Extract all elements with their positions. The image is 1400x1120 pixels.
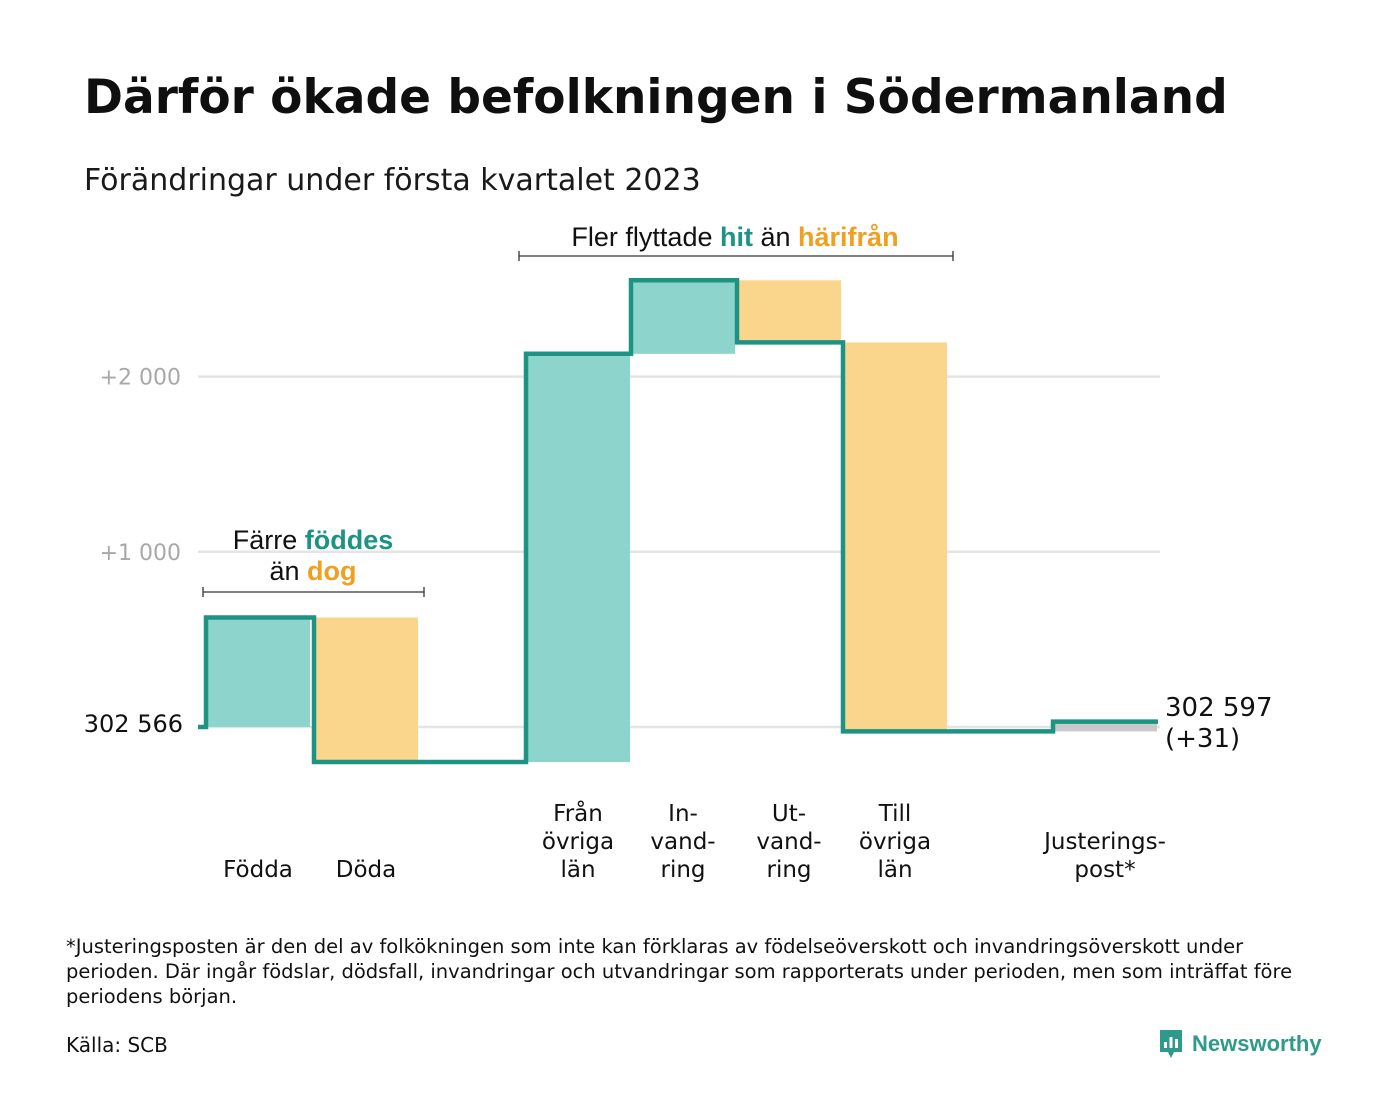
bar-fran (526, 353, 630, 763)
cumulative-step-line (198, 277, 1158, 765)
bar-fodda (206, 617, 310, 727)
y-tick-label: +2 000 (100, 366, 181, 391)
chart-subtitle: Förändringar under första kvartalet 2023 (84, 163, 701, 198)
annotation-birth-bracket (202, 587, 425, 597)
category-label-fran: Från (553, 799, 603, 827)
brand-name: Newsworthy (1192, 1031, 1322, 1056)
source-credit: Källa: SCB (66, 1033, 168, 1057)
category-label-in: vand- (650, 829, 715, 855)
brand-logo[interactable]: Newsworthy (1158, 1027, 1322, 1061)
category-label-till: Till (878, 801, 912, 827)
annotation-birth-line2: än dog (269, 556, 356, 586)
category-label-in: In- (668, 801, 698, 827)
bar-in (631, 280, 735, 354)
end-population-label: 302 597 (1165, 693, 1273, 723)
category-label-just: Justerings- (1042, 829, 1166, 855)
newsworthy-logo-icon (1160, 1030, 1182, 1058)
category-label-ut: ring (766, 857, 811, 883)
bar-till (843, 342, 947, 732)
category-label-till: övriga (859, 829, 931, 855)
category-label-in: ring (660, 857, 705, 883)
category-label-fran: övriga (542, 829, 614, 855)
annotation-birth-death: Färre föddes än dog (202, 525, 425, 597)
category-label-till: län (877, 857, 912, 883)
bar-doda (314, 617, 418, 763)
end-change-label: (+31) (1165, 724, 1240, 754)
category-label-doda: Döda (336, 857, 396, 883)
annotation-birth-line1: Färre föddes (233, 525, 394, 555)
annotation-migration: Fler flyttade hit än härifrån (518, 222, 954, 261)
chart-title: Därför ökade befolkningen i Södermanland (84, 70, 1228, 125)
bar-just (1053, 721, 1157, 732)
annotation-migration-text: Fler flyttade hit än härifrån (571, 222, 898, 252)
step-line (198, 277, 1158, 765)
category-label-fran: län (560, 857, 595, 883)
category-label-ut: vand- (756, 829, 821, 855)
footnote: *Justeringsposten är den del av folkökni… (66, 935, 1293, 1008)
category-label-just: post* (1074, 857, 1135, 883)
category-label-ut: Ut- (772, 801, 806, 827)
annotation-migration-bracket (518, 251, 954, 261)
bars (206, 280, 1157, 763)
y-tick-label: +1 000 (100, 541, 181, 566)
start-population-label: 302 566 (84, 710, 183, 738)
bar-ut (737, 280, 841, 343)
category-label-fodda: Födda (223, 857, 293, 883)
